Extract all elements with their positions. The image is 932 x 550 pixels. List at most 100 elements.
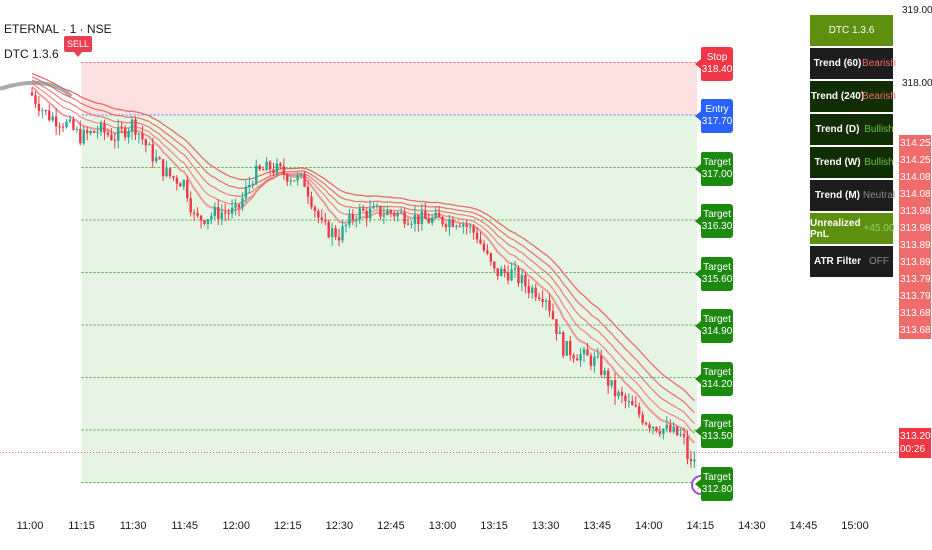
candle-body: [551, 311, 555, 320]
candle-body: [406, 223, 410, 225]
candle-body: [130, 119, 134, 132]
candle-body: [248, 184, 251, 188]
panel-row: Trend (W) Bullish: [810, 147, 894, 178]
candle-body: [638, 406, 641, 415]
candle-body: [493, 261, 496, 269]
candle-body: [669, 424, 672, 432]
level-tag-name: Entry: [705, 104, 729, 115]
time-tick: 12:15: [274, 520, 302, 532]
candle-body: [458, 225, 461, 227]
candle-body: [579, 354, 582, 361]
candle-body: [203, 220, 206, 224]
candle-body: [182, 180, 185, 187]
level-tag-price: 313.50: [701, 431, 733, 442]
candle-body: [541, 298, 544, 302]
candle-body: [675, 426, 679, 436]
candle-body: [220, 212, 223, 220]
candle-body: [110, 134, 113, 140]
candle-body: [365, 210, 368, 219]
indicator-price-tag: 313.89: [899, 237, 931, 254]
panel-row-key: Trend (M): [810, 180, 865, 211]
candle-body: [437, 212, 441, 218]
candle-body: [686, 436, 689, 459]
indicator-price-tag: 314.25: [899, 135, 931, 152]
level-tag-price: 315.60: [701, 273, 733, 285]
time-tick: 13:15: [480, 520, 508, 532]
candle-body: [658, 431, 662, 435]
indicator-price-tag: 313.68: [899, 322, 931, 339]
candle-body: [168, 168, 172, 177]
candle-body: [310, 196, 313, 208]
level-tag-name: Target: [703, 314, 731, 325]
indicator-price-tag: 314.25: [899, 152, 931, 169]
candle-body: [462, 224, 465, 227]
candle-body: [627, 401, 631, 403]
panel-row: Trend (D) Bullish: [810, 114, 894, 145]
candle-body: [289, 180, 292, 182]
candle-body: [58, 126, 61, 128]
level-tag-stop: Stop 318.40: [695, 46, 733, 81]
candle-body: [37, 103, 41, 112]
candle-body: [127, 131, 130, 138]
candle-body: [103, 123, 106, 133]
candle-body: [65, 121, 68, 128]
panel-row-value: Bullish: [864, 147, 894, 178]
ema-ribbon-line: [31, 76, 695, 414]
indicator-title[interactable]: DTC 1.3.6: [4, 47, 59, 61]
level-tag-target: Target 315.60: [695, 256, 733, 291]
candle-body: [61, 126, 65, 128]
candle-body: [455, 225, 458, 227]
candle-body: [210, 215, 213, 220]
candle-body: [693, 459, 696, 462]
level-tag-target: Target 312.80: [695, 466, 733, 501]
candle-body: [54, 116, 58, 127]
bar-countdown: 00:26: [900, 444, 926, 455]
candle-body: [230, 207, 234, 214]
level-tag-target: Target 313.50: [695, 414, 733, 448]
candle-body: [279, 163, 282, 167]
candle-body: [569, 340, 572, 356]
candle-body: [610, 380, 613, 386]
symbol-title[interactable]: ETERNAL · 1 · NSE: [4, 22, 112, 36]
candle-body: [506, 272, 510, 281]
candle-body: [582, 349, 586, 355]
panel-row-value: Bullish: [864, 114, 894, 145]
candle-body: [631, 401, 634, 406]
candle-body: [565, 340, 568, 356]
candle-body: [672, 426, 675, 432]
candle-body: [379, 206, 382, 217]
ema-ribbon-line: [31, 73, 695, 402]
candle-body: [413, 214, 417, 224]
candle-body: [255, 165, 258, 184]
panel-row-value: Bearish: [862, 81, 896, 112]
candle-body: [393, 213, 396, 217]
candle-body: [161, 159, 165, 177]
time-tick: 11:45: [171, 520, 199, 532]
candle-body: [44, 110, 47, 112]
candle-body: [192, 212, 196, 214]
last-price-value: 313.20: [900, 431, 931, 442]
time-tick: 14:00: [634, 520, 663, 532]
level-tag-name: Target: [703, 366, 731, 378]
candle-body: [520, 275, 524, 284]
candle-body: [368, 208, 372, 219]
time-tick: 13:00: [428, 520, 457, 532]
candle-body: [606, 370, 610, 386]
target-zone: [81, 115, 697, 483]
candle-body: [593, 356, 596, 366]
panel-row-key: Trend (60): [810, 48, 865, 79]
candle-body: [689, 458, 693, 462]
candle-body: [75, 128, 79, 130]
time-tick: 11:00: [16, 520, 44, 532]
candle-body: [158, 157, 161, 160]
candle-body: [562, 332, 565, 356]
candle-body: [489, 253, 493, 262]
candle-body: [113, 139, 116, 141]
candle-body: [468, 226, 472, 228]
time-tick: 12:00: [222, 520, 251, 532]
candle-body: [237, 204, 241, 208]
candle-body: [617, 391, 620, 397]
ema-ribbon-neutral: [0, 80, 73, 98]
level-tag-name: Target: [703, 156, 731, 168]
